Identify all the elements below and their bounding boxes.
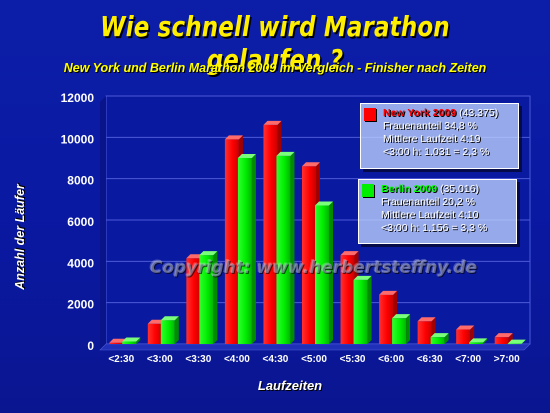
bar-new-york	[494, 333, 513, 344]
legend-women-share-berlin: Frauenanteil 20,2 %	[381, 196, 475, 208]
plot-side-wall	[100, 96, 106, 350]
legend-name-berlin: Berlin 2009	[381, 183, 438, 195]
x-tick-label: <3:30	[185, 354, 211, 365]
bar-berlin	[315, 201, 333, 344]
bar-berlin	[469, 338, 488, 344]
x-axis-label: Laufzeiten	[257, 378, 323, 393]
legend-swatch-new-york	[364, 108, 376, 121]
chart-subtitle: New York und Berlin Marathon 2009 im Ver…	[63, 61, 487, 75]
bar-berlin	[276, 151, 295, 344]
legend-mean-time-berlin: Mittlere Laufzeit 4:10	[381, 209, 479, 221]
y-tick-label: 12000	[61, 91, 95, 105]
legend-swatch-berlin	[362, 184, 374, 197]
y-axis-label: Anzahl der Läufer	[13, 184, 27, 290]
legend-count-berlin: (35.016)	[439, 183, 480, 195]
legend-sub3-berlin: <3:00 h: 1.156 = 3,3 %	[381, 222, 488, 234]
y-tick-label: 8000	[67, 174, 94, 188]
y-tick-label: 6000	[67, 215, 94, 229]
x-tick-label: <4:00	[224, 354, 250, 365]
x-tick-label: >7:00	[494, 354, 520, 365]
bar-berlin	[392, 314, 411, 344]
y-tick-label: 10000	[61, 132, 95, 146]
x-tick-label: <2:30	[108, 354, 134, 365]
bar-berlin	[122, 337, 141, 344]
x-tick-label: <4:30	[263, 354, 289, 365]
legend-women-share-new-york: Frauenanteil 34,8 %	[383, 120, 477, 132]
x-tick-label: <3:00	[147, 354, 173, 365]
x-tick-label: <6:00	[378, 354, 404, 365]
bar-berlin	[160, 316, 179, 344]
y-tick-label: 0	[87, 339, 94, 353]
x-tick-label: <6:30	[417, 354, 443, 365]
legend-berlin: Berlin 2009 (35.016) Frauenanteil 20,2 %…	[358, 179, 517, 244]
legend-count-new-york: (43.375)	[459, 107, 499, 119]
legend-sub3-new-york: <3:00 h: 1.031 = 2,3 %	[383, 146, 490, 158]
x-tick-label: <5:30	[340, 354, 366, 365]
legend-name-new-york: New York 2009	[383, 107, 457, 119]
x-tick-label: <5:00	[301, 354, 327, 365]
bar-berlin	[430, 333, 449, 344]
bar-berlin	[199, 251, 218, 344]
x-tick-label: <7:00	[455, 354, 481, 365]
copyright-watermark: Copyright: www.herbertsteffny.de	[150, 258, 478, 278]
plot-floor	[99, 343, 531, 351]
bar-berlin	[237, 154, 256, 344]
y-tick-label: 4000	[67, 256, 94, 270]
chart-title: Wie schnell wird Marathon gelaufen ?	[100, 10, 450, 76]
bar-berlin	[353, 275, 372, 344]
legend-mean-time-new-york: Mittlere Laufzeit 4:19	[383, 133, 481, 145]
bar-berlin	[507, 339, 526, 345]
legend-new-york: New York 2009 (43.375) Frauenanteil 34,8…	[360, 103, 519, 169]
y-tick-label: 2000	[67, 298, 94, 312]
